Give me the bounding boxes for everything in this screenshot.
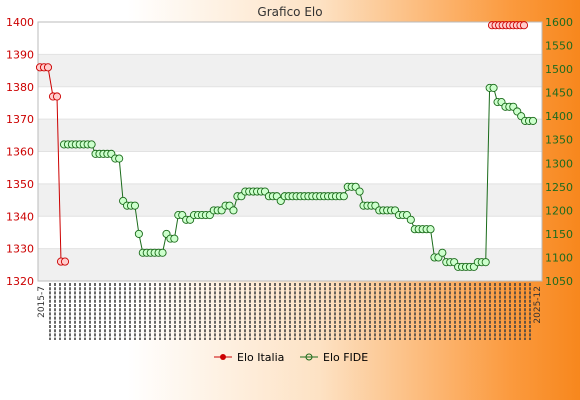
x-axis: 2015-7 2025-12 [37,283,543,340]
fide-point [489,83,498,92]
left-tick-label: 1390 [6,48,34,61]
chart-title: Grafico Elo [257,5,322,19]
left-tick-label: 1380 [6,81,34,94]
fide-point [87,140,96,149]
fide-point [481,258,490,267]
fide-point [134,229,143,238]
left-tick-label: 1340 [6,210,34,223]
legend-fide-marker [305,353,313,361]
left-axis: 1320 1330 1340 1350 1360 1370 1380 1390 1400 [6,16,34,288]
x-tick-label-last: 2025-12 [533,286,543,324]
fide-point [406,215,415,224]
legend-italia-marker [220,354,226,360]
right-tick-label: 1550 [545,40,573,53]
legend-italia-label: Elo Italia [237,351,284,364]
fide-point [115,154,124,163]
fide-point [158,248,167,257]
right-tick-label: 1500 [545,63,573,76]
grid-band [38,54,542,87]
fide-point [170,234,179,243]
left-tick-label: 1400 [6,16,34,29]
legend: Elo Italia Elo FIDE [214,351,368,364]
right-tick-label: 1300 [545,157,573,170]
right-axis: 1050 1100 1150 1200 1250 1300 1350 1400 1450 1500… [545,16,573,288]
series-elo-italia [35,21,529,266]
right-tick-label: 1450 [545,87,573,100]
left-tick-label: 1350 [6,178,34,191]
legend-fide-label: Elo FIDE [323,351,368,364]
italia-point [519,21,529,30]
grid-band [38,183,542,217]
series-elo-fide [59,83,538,271]
plot-border [37,21,543,282]
x-tick-label-first: 2015-7 [37,286,47,318]
right-tick-label: 1050 [545,275,573,288]
left-tick-label: 1330 [6,243,34,256]
left-tick-label: 1360 [6,146,34,159]
grid-band [38,119,542,152]
italia-point [60,257,70,266]
left-tick-label: 1370 [6,113,34,126]
fide-point [339,192,348,201]
fide-point [229,206,238,215]
right-tick-label: 1100 [545,251,573,264]
left-tick-label: 1320 [6,275,34,288]
right-tick-label: 1600 [545,16,573,29]
italia-point [52,92,62,101]
fide-point [438,248,447,257]
fide-point [528,116,538,125]
right-tick-label: 1200 [545,204,573,217]
right-tick-label: 1400 [545,110,573,123]
right-tick-label: 1150 [545,228,573,241]
fide-point [426,225,435,234]
right-tick-label: 1350 [545,134,573,147]
fide-point [130,201,139,210]
italia-point [43,63,53,72]
right-tick-label: 1250 [545,181,573,194]
fide-point [355,187,364,196]
